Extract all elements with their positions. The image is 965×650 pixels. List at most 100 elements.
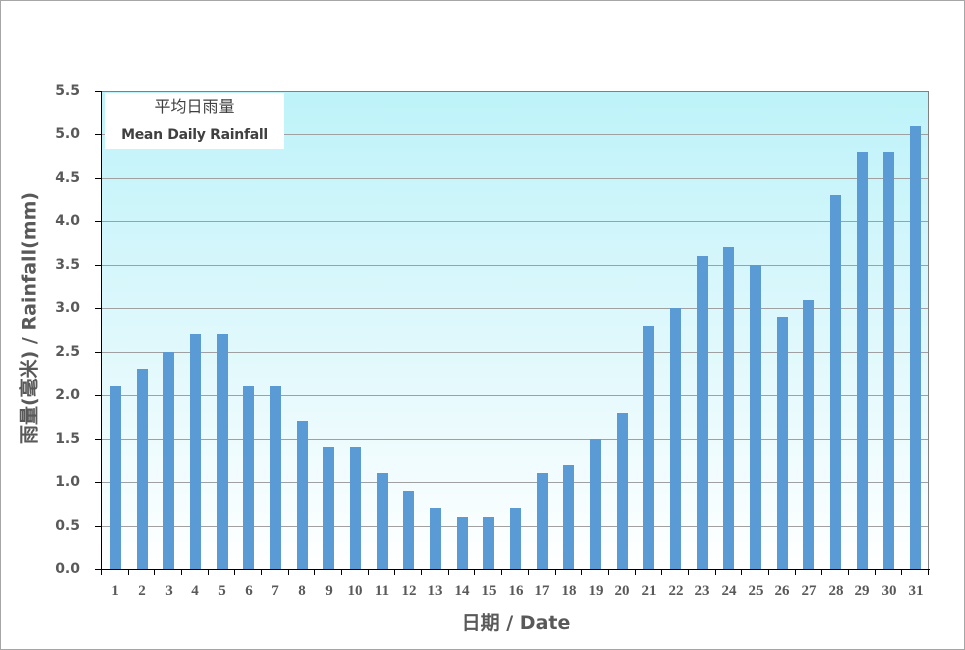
gridline [102, 439, 928, 440]
bar-day-20 [617, 413, 628, 569]
x-tick-mark [181, 569, 182, 575]
x-axis-title: 日期 / Date [461, 612, 571, 634]
plot-area [102, 91, 929, 569]
y-axis-title: 雨量(毫米) / Rainfall(mm) [18, 191, 41, 445]
bar-day-27 [803, 300, 814, 569]
x-axis [101, 569, 930, 570]
x-tick-mark [795, 569, 796, 575]
bar-day-9 [323, 447, 334, 569]
bar-day-1 [110, 386, 121, 569]
bar-day-17 [537, 473, 548, 569]
x-tick-label: 22 [668, 583, 684, 599]
x-tick-mark [234, 569, 235, 575]
x-tick-label: 26 [774, 583, 790, 599]
y-tick-label: 4.5 [55, 170, 80, 186]
x-tick-mark [928, 569, 929, 575]
chart-legend: 平均日雨量 Mean Daily Rainfall [105, 93, 284, 149]
gridline [102, 178, 928, 179]
x-tick-mark [128, 569, 129, 575]
x-tick-mark [555, 569, 556, 575]
y-tick-label: 3.0 [55, 300, 80, 316]
x-tick-mark [474, 569, 475, 575]
gridline [102, 482, 928, 483]
bar-day-13 [430, 508, 441, 569]
bar-day-10 [350, 447, 361, 569]
x-tick-mark [581, 569, 582, 575]
y-tick-mark [95, 569, 101, 570]
bar-day-16 [510, 508, 521, 569]
x-tick-mark [501, 569, 502, 575]
bar-day-6 [243, 386, 254, 569]
x-tick-label: 11 [374, 583, 390, 599]
x-tick-label: 15 [481, 583, 497, 599]
x-tick-label: 10 [347, 583, 363, 599]
x-tick-mark [341, 569, 342, 575]
y-tick-mark [95, 352, 101, 353]
bar-day-4 [190, 334, 201, 569]
x-tick-label: 5 [218, 583, 226, 599]
y-tick-label: 5.5 [55, 83, 80, 99]
gridline [102, 134, 928, 135]
y-axis [101, 91, 102, 570]
y-tick-label: 0.5 [55, 518, 80, 534]
x-tick-mark [741, 569, 742, 575]
x-tick-label: 8 [298, 583, 306, 599]
y-tick-label: 1.5 [55, 431, 80, 447]
x-tick-label: 27 [801, 583, 817, 599]
y-tick-label: 4.0 [55, 213, 80, 229]
y-tick-mark [95, 265, 101, 266]
gridline [102, 352, 928, 353]
bar-day-23 [697, 256, 708, 569]
legend-title-zh: 平均日雨量 [154, 97, 235, 116]
y-tick-mark [95, 395, 101, 396]
bar-day-18 [563, 465, 574, 569]
x-tick-label: 25 [748, 583, 764, 599]
x-tick-label: 31 [908, 583, 924, 599]
gridline [102, 221, 928, 222]
bar-day-8 [297, 421, 308, 569]
bar-day-14 [457, 517, 468, 569]
x-tick-label: 12 [401, 583, 417, 599]
bar-day-21 [643, 326, 654, 569]
bar-day-3 [163, 352, 174, 569]
x-tick-mark [901, 569, 902, 575]
y-tick-mark [95, 308, 101, 309]
x-tick-label: 16 [508, 583, 524, 599]
y-tick-mark [95, 439, 101, 440]
y-tick-label: 2.0 [55, 387, 80, 403]
x-tick-mark [608, 569, 609, 575]
x-tick-mark [768, 569, 769, 575]
legend-title-en: Mean Daily Rainfall [121, 127, 268, 143]
x-tick-label: 23 [694, 583, 710, 599]
x-tick-label: 28 [828, 583, 844, 599]
y-tick-label: 5.0 [55, 126, 80, 142]
bar-day-28 [830, 195, 841, 569]
bar-day-31 [910, 126, 921, 569]
x-tick-mark [661, 569, 662, 575]
x-tick-mark [394, 569, 395, 575]
x-tick-label: 30 [881, 583, 897, 599]
gridline [102, 308, 928, 309]
x-tick-label: 29 [854, 583, 870, 599]
y-tick-mark [95, 134, 101, 135]
x-tick-label: 19 [588, 583, 604, 599]
x-tick-mark [688, 569, 689, 575]
bar-day-7 [270, 386, 281, 569]
x-tick-label: 9 [325, 583, 333, 599]
bar-day-11 [377, 473, 388, 569]
x-tick-label: 20 [614, 583, 630, 599]
x-tick-mark [368, 569, 369, 575]
bar-day-22 [670, 308, 681, 569]
x-tick-mark [715, 569, 716, 575]
y-tick-mark [95, 221, 101, 222]
x-tick-label: 14 [454, 583, 470, 599]
y-tick-mark [95, 526, 101, 527]
gridline [102, 265, 928, 266]
x-tick-mark [154, 569, 155, 575]
y-tick-label: 3.5 [55, 257, 80, 273]
y-tick-label: 1.0 [55, 474, 80, 490]
bar-day-2 [137, 369, 148, 569]
bar-day-29 [857, 152, 868, 569]
x-tick-label: 1 [111, 583, 119, 599]
x-tick-mark [528, 569, 529, 575]
